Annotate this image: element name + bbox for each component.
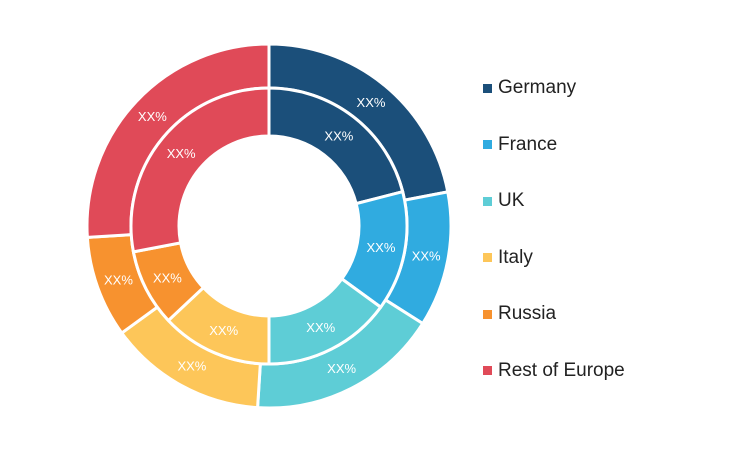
legend-label-rest-of-europe: Rest of Europe (498, 359, 625, 381)
legend-item-russia: Russia (483, 300, 625, 328)
legend: Germany France UK Italy Russia Rest of E… (483, 74, 625, 414)
outer-label-rest-of-europe: XX% (138, 109, 167, 124)
outer-label-italy: XX% (177, 359, 206, 374)
outer-label-russia: XX% (104, 273, 133, 288)
inner-label-germany: XX% (324, 128, 353, 143)
legend-item-italy: Italy (483, 244, 625, 272)
inner-label-france: XX% (367, 240, 396, 255)
legend-swatch-germany (483, 83, 492, 93)
legend-swatch-france (483, 140, 492, 150)
inner-label-rest-of-europe: XX% (167, 146, 196, 161)
legend-label-germany: Germany (498, 77, 577, 98)
inner-label-russia: XX% (153, 270, 182, 285)
legend-swatch-uk (483, 196, 492, 206)
legend-item-uk: UK (483, 187, 625, 215)
inner-label-uk: XX% (306, 320, 335, 335)
legend-swatch-italy (483, 253, 492, 263)
inner-label-italy: XX% (209, 323, 238, 338)
legend-item-germany: Germany (483, 74, 625, 102)
legend-item-rest-of-europe: Rest of Europe (483, 357, 625, 385)
outer-label-france: XX% (412, 248, 441, 263)
inner-slice-rest-of-europe (129, 86, 271, 254)
legend-label-italy: Italy (498, 246, 533, 268)
legend-label-france: France (498, 133, 558, 155)
legend-swatch-russia (483, 309, 492, 319)
outer-label-germany: XX% (357, 95, 386, 110)
legend-label-russia: Russia (498, 303, 557, 325)
legend-item-france: France (483, 131, 625, 159)
legend-swatch-rest-of-europe (483, 366, 492, 376)
legend-label-uk: UK (498, 190, 525, 212)
outer-label-uk: XX% (327, 361, 356, 376)
